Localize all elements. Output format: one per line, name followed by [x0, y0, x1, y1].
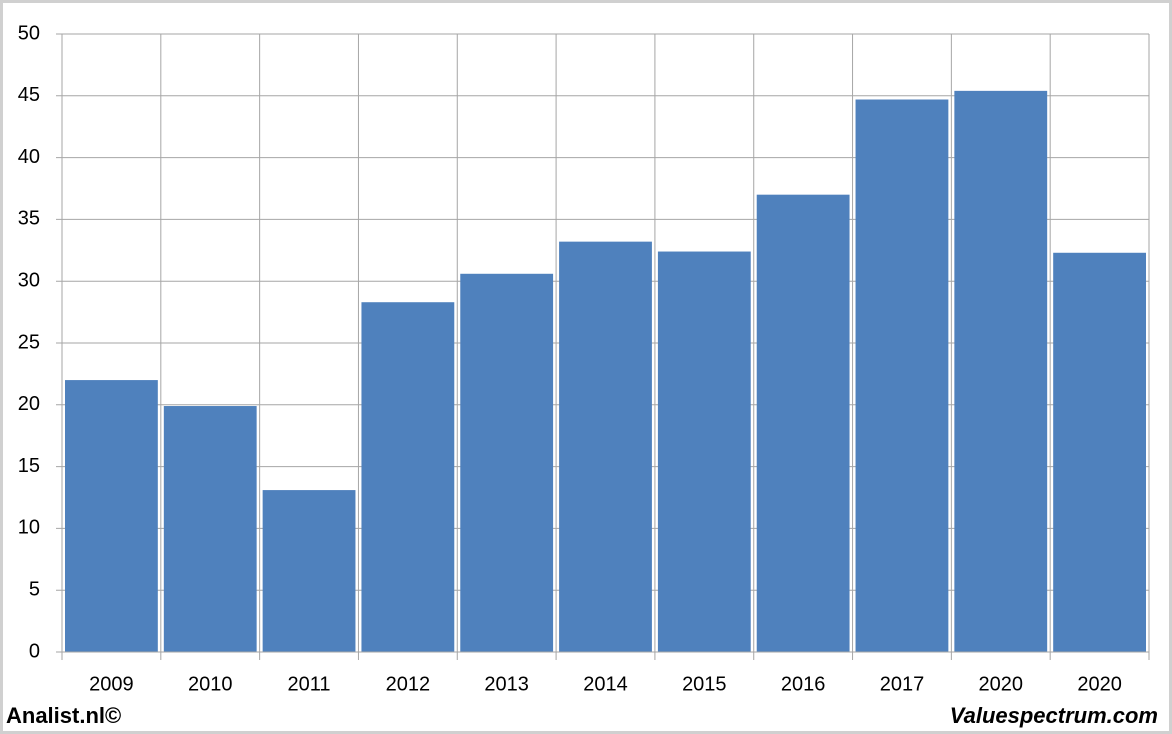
y-tick-label: 30	[18, 269, 40, 291]
bar	[361, 302, 455, 652]
y-tick-label: 15	[18, 455, 40, 477]
x-tick-label: 2014	[583, 673, 628, 695]
x-tick-label: 2020	[979, 673, 1024, 695]
x-tick-label: 2015	[682, 673, 727, 695]
y-tick-label: 40	[18, 146, 40, 168]
bar	[756, 194, 850, 652]
bar	[954, 90, 1048, 652]
y-tick-label: 20	[18, 393, 40, 415]
y-tick-label: 50	[18, 22, 40, 44]
bar	[1053, 252, 1146, 652]
x-tick-label: 2017	[880, 673, 925, 695]
bar	[262, 490, 356, 652]
x-tick-label: 2010	[188, 673, 233, 695]
x-tick-label: 2012	[386, 673, 431, 695]
bar	[65, 380, 158, 652]
y-tick-label: 0	[29, 640, 40, 662]
bar	[855, 99, 949, 653]
bar	[460, 273, 554, 652]
y-tick-label: 35	[18, 208, 40, 230]
source-right: Valuespectrum.com	[950, 703, 1158, 728]
bar	[559, 241, 652, 652]
bar	[163, 406, 257, 652]
y-tick-label: 5	[29, 578, 40, 600]
x-tick-label: 2020	[1077, 673, 1122, 695]
source-left: Analist.nl©	[6, 703, 121, 728]
x-tick-label: 2009	[89, 673, 134, 695]
x-tick-label: 2013	[484, 673, 529, 695]
y-tick-label: 45	[18, 84, 40, 106]
bar	[657, 251, 751, 652]
y-tick-label: 25	[18, 331, 40, 353]
x-tick-label: 2016	[781, 673, 826, 695]
x-tick-label: 2011	[288, 673, 331, 695]
y-tick-label: 10	[18, 517, 40, 539]
